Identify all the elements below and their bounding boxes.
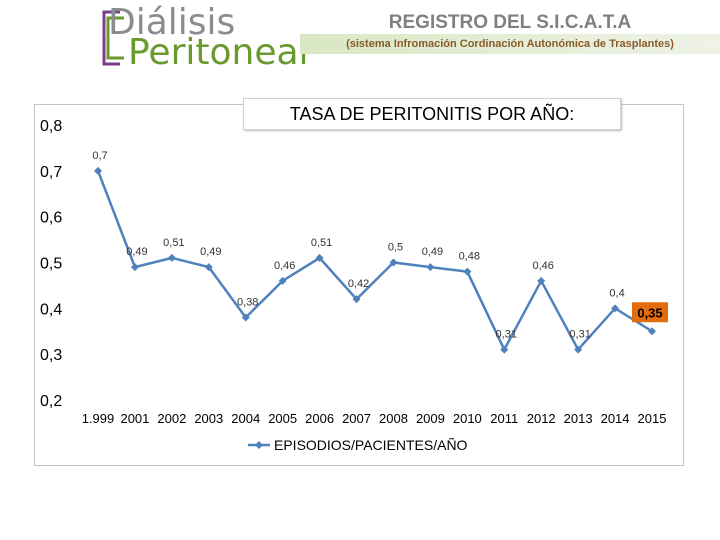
data-point <box>574 345 583 354</box>
y-tick-label: 0,3 <box>40 347 62 364</box>
data-point <box>278 276 287 285</box>
data-point <box>648 327 656 336</box>
data-point <box>426 263 435 272</box>
data-point <box>204 263 213 272</box>
registry-subtitle: (sistema Infromación Cordinación Autonóm… <box>346 38 674 50</box>
y-tick-label: 0,4 <box>40 301 62 318</box>
data-point <box>463 267 472 276</box>
logo-bracket-icon <box>102 10 124 66</box>
x-tick-label: 2002 <box>157 411 186 426</box>
data-label: 0,4 <box>609 287 624 299</box>
chart-frame <box>34 104 684 466</box>
x-axis: 1.999 2001 2002 2003 2004 2005 2006 2007 2008 200… <box>82 411 667 426</box>
data-label: 0,51 <box>163 237 184 249</box>
x-tick-label: 2004 <box>231 411 260 426</box>
data-point <box>537 276 546 285</box>
data-label: 0,38 <box>237 297 258 309</box>
data-point <box>389 258 398 267</box>
x-tick-label: 2009 <box>416 411 445 426</box>
series-polyline <box>96 170 653 353</box>
data-label: 0,31 <box>569 329 590 341</box>
x-tick-label: 2008 <box>379 411 408 426</box>
x-tick-label: 2013 <box>564 411 593 426</box>
data-point <box>352 295 361 304</box>
data-label: 0,51 <box>311 237 332 249</box>
data-point <box>241 313 250 322</box>
data-labels: 0,7 0,49 0,51 0,49 0,38 0,46 0,51 0,42 0,5 0,49 0,… <box>92 150 668 341</box>
y-tick-label: 0,6 <box>40 210 62 227</box>
x-tick-label: 2001 <box>120 411 149 426</box>
data-point <box>611 304 620 313</box>
y-axis: 0,2 0,3 0,4 0,5 0,6 0,7 0,8 <box>40 118 62 410</box>
chart-title: TASA DE PERITONITIS POR AÑO: <box>243 98 621 130</box>
data-points <box>94 166 656 354</box>
data-label: 0,35 <box>637 305 662 320</box>
data-point <box>315 253 324 262</box>
data-label: 0,42 <box>348 278 369 290</box>
y-tick-label: 0,2 <box>40 393 62 410</box>
x-tick-label: 2012 <box>527 411 556 426</box>
legend-marker <box>255 441 263 449</box>
data-label: 0,46 <box>274 260 295 272</box>
data-label: 0,5 <box>388 242 403 254</box>
x-tick-label: 2005 <box>268 411 297 426</box>
registry-title: REGISTRO DEL S.I.C.A.T.A <box>388 12 632 33</box>
data-label: 0,46 <box>532 260 553 272</box>
y-tick-label: 0,5 <box>40 256 62 273</box>
data-point <box>94 166 102 175</box>
data-label: 0,49 <box>422 246 443 258</box>
data-point <box>167 253 176 262</box>
highlight-label-bg <box>632 302 668 323</box>
data-point <box>500 345 509 354</box>
data-label: 0,7 <box>92 150 107 162</box>
x-tick-label: 2003 <box>194 411 223 426</box>
legend-label: EPISODIOS/PACIENTES/AÑO <box>274 437 468 453</box>
data-point <box>130 263 139 272</box>
data-label: 0,48 <box>459 251 480 263</box>
data-label: 0,49 <box>126 246 147 258</box>
legend: EPISODIOS/PACIENTES/AÑO <box>248 437 468 453</box>
x-tick-label: 2014 <box>601 411 630 426</box>
logo-text-peritoneal: Peritoneal <box>128 32 309 73</box>
data-label: 0,49 <box>200 246 221 258</box>
x-tick-label: 2015 <box>638 411 667 426</box>
x-tick-label: 2011 <box>490 411 518 426</box>
x-tick-label: 1.999 <box>82 411 115 426</box>
y-tick-label: 0,8 <box>40 118 62 135</box>
x-tick-label: 2010 <box>453 411 482 426</box>
x-tick-label: 2006 <box>305 411 334 426</box>
header: Diálisis Peritoneal REGISTRO DEL S.I.C.A… <box>0 0 720 75</box>
data-label: 0,31 <box>496 329 517 341</box>
header-band <box>300 34 720 54</box>
logo-text-dialisis: Diálisis <box>108 2 236 43</box>
y-tick-label: 0,7 <box>40 164 62 181</box>
x-tick-label: 2007 <box>342 411 371 426</box>
series-line <box>96 170 653 353</box>
